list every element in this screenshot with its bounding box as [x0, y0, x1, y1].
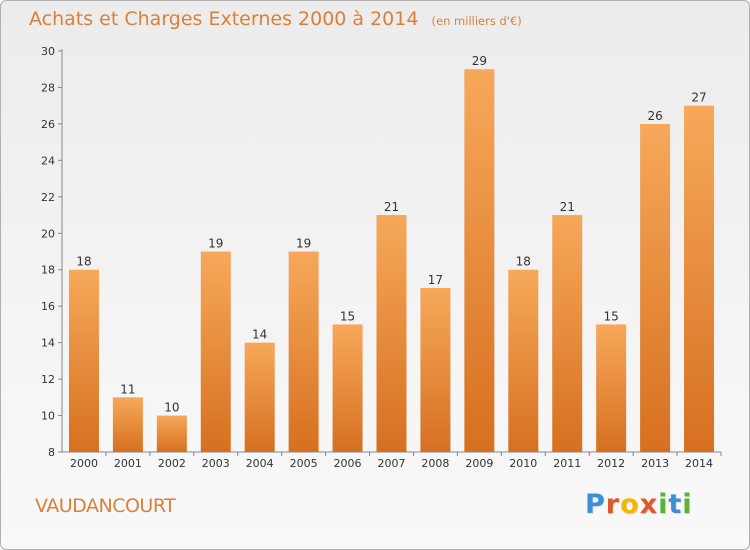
logo-letter: i [682, 489, 693, 520]
x-tick-label: 2007 [378, 457, 406, 470]
y-tick-label: 16 [41, 300, 55, 313]
x-tick-label: 2000 [70, 457, 98, 470]
bar [156, 415, 187, 452]
y-tick-label: 26 [41, 118, 55, 131]
y-tick-label: 8 [48, 446, 55, 459]
value-label: 14 [252, 328, 267, 342]
value-label: 15 [604, 309, 619, 323]
proxiti-logo: Proxiti [585, 489, 693, 520]
value-label: 26 [647, 109, 662, 123]
value-label: 11 [120, 382, 135, 396]
x-tick-label: 2011 [553, 457, 581, 470]
y-tick-label: 28 [41, 81, 55, 94]
bar [288, 251, 319, 452]
value-label: 17 [428, 273, 443, 287]
x-tick-label: 2002 [158, 457, 186, 470]
value-label: 18 [516, 255, 531, 269]
bar [200, 251, 231, 452]
bar [244, 342, 275, 452]
x-tick-label: 2010 [509, 457, 537, 470]
y-tick-label: 20 [41, 227, 55, 240]
x-tick-label: 2013 [641, 457, 669, 470]
logo-letter: i [658, 489, 669, 520]
x-tick-label: 2006 [334, 457, 362, 470]
bar [552, 215, 583, 452]
value-label: 29 [472, 54, 487, 68]
value-label: 21 [384, 200, 399, 214]
x-tick-label: 2004 [246, 457, 274, 470]
bar [68, 269, 99, 452]
y-tick-label: 14 [41, 337, 55, 350]
bar [640, 123, 671, 452]
x-tick-label: 2012 [597, 457, 625, 470]
value-label: 21 [560, 200, 575, 214]
value-label: 19 [208, 237, 223, 251]
x-tick-label: 2005 [290, 457, 318, 470]
bar [112, 397, 143, 452]
x-tick-label: 2009 [465, 457, 493, 470]
x-tick-label: 2014 [685, 457, 713, 470]
bar [332, 324, 363, 452]
bar [464, 69, 495, 453]
y-tick-label: 22 [41, 191, 55, 204]
logo-letter: x [639, 489, 659, 520]
value-label: 18 [76, 255, 91, 269]
bar [508, 269, 539, 452]
y-tick-label: 24 [41, 154, 55, 167]
y-tick-label: 10 [41, 410, 55, 423]
value-label: 19 [296, 237, 311, 251]
y-tick-label: 12 [41, 373, 55, 386]
y-tick-label: 18 [41, 264, 55, 277]
bar [376, 215, 407, 452]
logo-letter: o [620, 489, 640, 520]
bars [68, 69, 715, 453]
value-label: 15 [340, 309, 355, 323]
labels: 2000 18 2001 11 2002 10 2003 19 2004 14 2005 19 2006… [70, 54, 713, 470]
y-tick-label: 30 [41, 45, 55, 58]
bar [684, 105, 715, 452]
logo-letter: r [605, 489, 621, 520]
value-label: 27 [691, 91, 706, 105]
title-row: Achats et Charges Externes 2000 à 2014 (… [29, 8, 522, 30]
logo-letter: P [585, 489, 606, 520]
chart-title: Achats et Charges Externes 2000 à 2014 [29, 8, 419, 30]
value-label: 10 [164, 401, 179, 415]
bar [596, 324, 627, 452]
x-tick-label: 2003 [202, 457, 230, 470]
logo-letter: t [668, 489, 683, 520]
chart-subtitle: (en milliers d'€) [431, 14, 522, 28]
x-tick-label: 2001 [114, 457, 142, 470]
place-name: VAUDANCOURT [35, 495, 176, 517]
x-tick-label: 2008 [421, 457, 449, 470]
bar [420, 287, 451, 452]
